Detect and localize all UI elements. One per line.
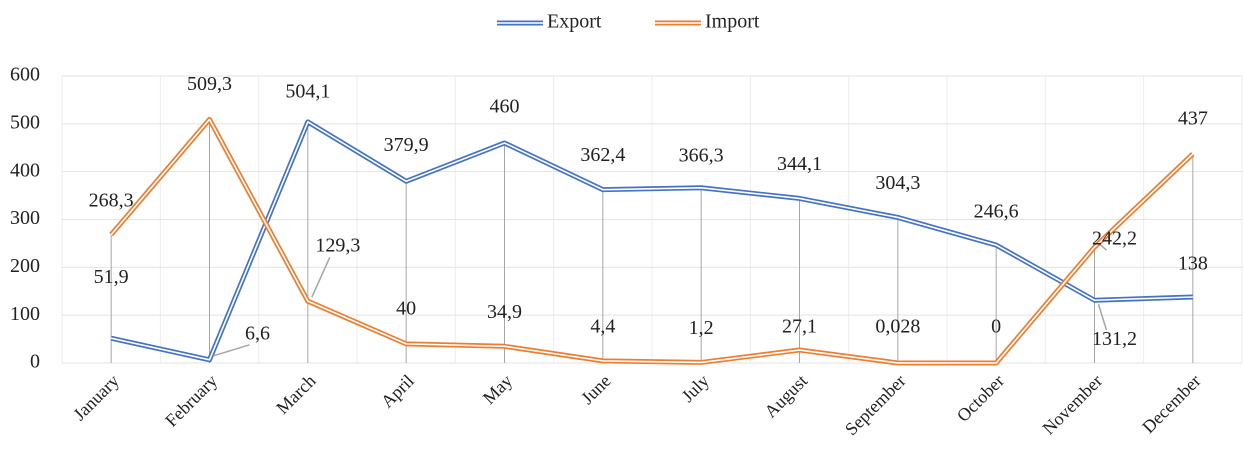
data-label: 344,1	[777, 153, 822, 175]
x-tick-label: March	[272, 371, 319, 418]
x-tick-label: November	[1038, 371, 1106, 439]
x-tick-label: May	[479, 371, 516, 408]
x-tick-label: February	[161, 371, 221, 431]
x-tick-label: April	[377, 371, 418, 412]
y-tick-label: 600	[10, 64, 40, 86]
x-tick-label: January	[69, 371, 123, 425]
series-line-inner	[110, 121, 1193, 361]
legend-label: Import	[705, 11, 760, 33]
y-tick-label: 0	[30, 351, 40, 373]
data-label: 362,4	[580, 144, 625, 166]
data-label: 509,3	[187, 73, 232, 95]
data-label: 138	[1178, 253, 1208, 275]
data-label: 379,9	[384, 134, 429, 156]
data-label: 131,2	[1092, 328, 1137, 350]
data-label: 34,9	[487, 301, 522, 323]
data-label: 0,028	[875, 316, 920, 338]
data-label: 4,4	[590, 315, 615, 337]
leader-line	[213, 344, 250, 357]
data-label: 6,6	[245, 322, 270, 344]
x-tick-label: June	[577, 371, 614, 408]
legend-label: Export	[547, 11, 602, 33]
data-label: 366,3	[679, 144, 724, 166]
data-label: 460	[490, 96, 520, 118]
data-label: 40	[396, 297, 416, 319]
data-label: 242,2	[1092, 228, 1137, 250]
x-tick-label: December	[1138, 371, 1204, 437]
y-tick-label: 400	[10, 159, 40, 181]
data-label: 437	[1178, 108, 1208, 130]
leader-line	[311, 256, 331, 298]
data-label: 129,3	[315, 235, 360, 257]
data-label: 51,9	[94, 266, 129, 288]
data-label: 27,1	[782, 316, 817, 338]
data-label: 0	[991, 316, 1001, 338]
leader-line	[1097, 304, 1108, 331]
data-label: 1,2	[689, 317, 714, 339]
x-tick-label: September	[841, 371, 910, 440]
leader-line	[1098, 242, 1107, 251]
x-tick-label: August	[760, 371, 811, 422]
y-tick-label: 500	[10, 111, 40, 133]
data-label: 504,1	[285, 80, 330, 102]
x-tick-label: July	[678, 371, 713, 406]
y-tick-label: 300	[10, 207, 40, 229]
data-label: 246,6	[974, 201, 1019, 223]
x-tick-label: October	[953, 371, 1008, 426]
series-line-inner	[110, 118, 1194, 364]
y-tick-label: 100	[10, 303, 40, 325]
y-tick-label: 200	[10, 255, 40, 277]
data-label: 304,3	[875, 172, 920, 194]
data-label: 268,3	[89, 189, 134, 211]
